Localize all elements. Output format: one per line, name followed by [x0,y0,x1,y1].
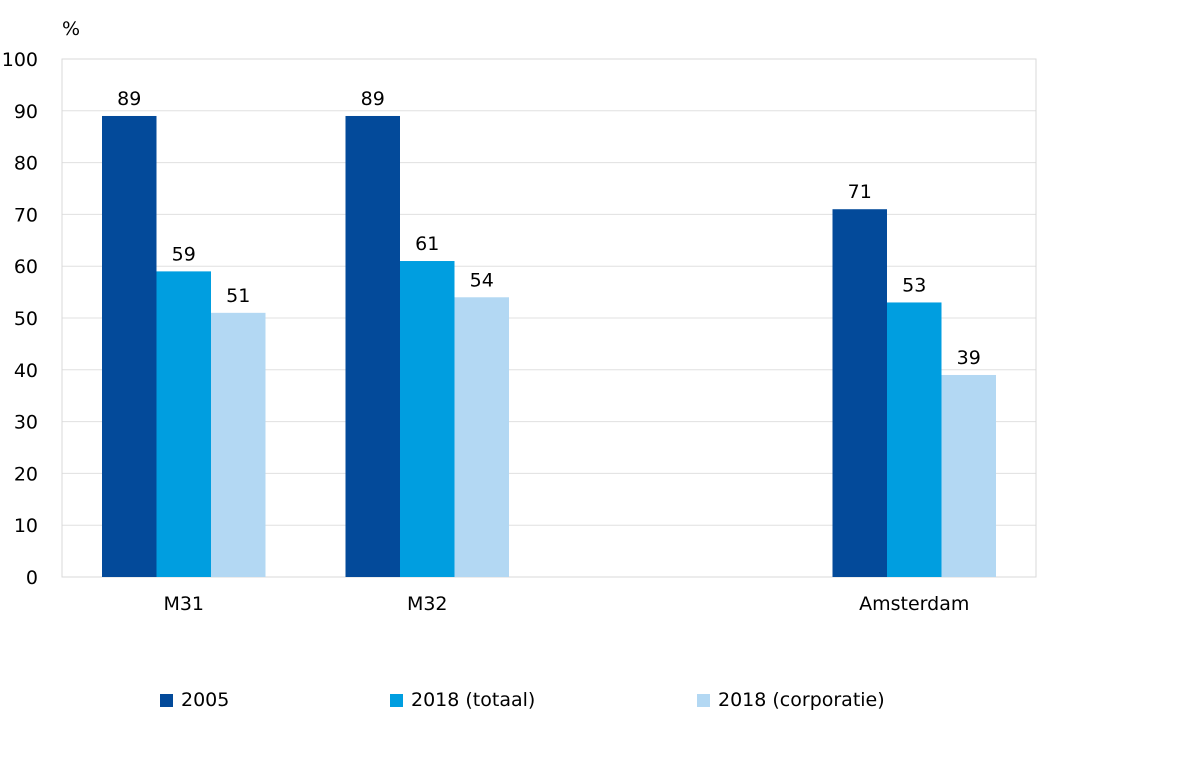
bars [102,115,996,577]
bar-chart: % 0 10 20 30 40 50 60 70 80 90 100 89 59 51 89 61 54 71 5… [2,18,1037,615]
legend-label: 2018 (corporatie) [718,689,885,711]
data-labels: 89 59 51 89 61 54 71 53 39 [117,88,981,369]
bar [887,302,942,577]
bar [400,261,455,577]
data-label: 54 [470,269,494,291]
legend-item: 2018 (corporatie) [697,689,885,711]
x-tick-label: M32 [407,593,448,615]
bar [941,374,996,577]
data-label: 61 [415,233,439,255]
y-tick-label: 70 [14,204,38,226]
legend-item: 2018 (totaal) [390,689,535,711]
legend-swatch [697,693,710,707]
bar [102,115,157,577]
bar [156,271,211,577]
data-label: 51 [226,285,250,307]
y-tick-label: 60 [14,256,38,278]
y-tick-label: 10 [14,515,38,537]
plot-border [61,58,1037,578]
legend-label: 2018 (totaal) [411,689,536,711]
legend-item: 2005 [160,689,229,711]
bar [345,115,400,577]
y-tick-label: 40 [14,360,38,382]
y-tick-label: 30 [14,412,38,434]
y-tick-label: 90 [14,101,38,123]
y-tick-label: 50 [14,308,38,330]
data-label: 53 [902,274,926,296]
y-unit-label: % [62,18,80,40]
legend: 2005 2018 (totaal) 2018 (corporatie) [0,689,1191,719]
y-tick-label: 80 [14,153,38,175]
legend-swatch [160,693,173,707]
data-label: 39 [957,347,981,369]
data-label: 59 [172,243,196,265]
y-axis-ticks: 0 10 20 30 40 50 60 70 80 90 100 [2,49,38,589]
y-tick-label: 100 [2,49,38,71]
x-tick-label: M31 [163,593,204,615]
y-tick-label: 0 [26,567,38,589]
data-label: 71 [848,181,872,203]
bar [454,297,509,577]
data-label: 89 [117,88,141,110]
legend-swatch [390,693,403,707]
x-axis-ticks: M31 M32 Amsterdam [163,593,969,615]
bar [832,209,887,577]
data-label: 89 [361,88,385,110]
bar [211,312,266,577]
y-tick-label: 20 [14,463,38,485]
x-tick-label: Amsterdam [859,593,969,615]
legend-label: 2005 [181,689,230,711]
